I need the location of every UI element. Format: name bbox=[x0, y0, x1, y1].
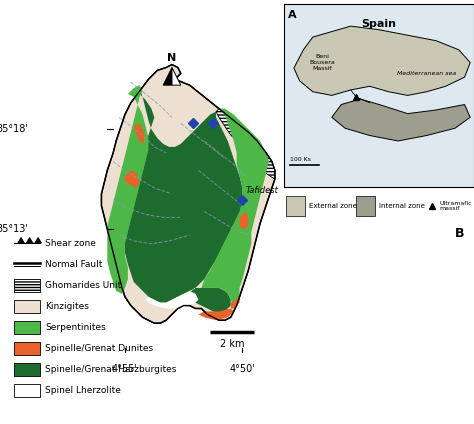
Text: Kinzigites: Kinzigites bbox=[45, 302, 89, 311]
Polygon shape bbox=[239, 212, 248, 229]
Bar bbox=[14, 363, 40, 376]
Polygon shape bbox=[125, 170, 140, 188]
Polygon shape bbox=[172, 67, 181, 85]
Text: 35°18': 35°18' bbox=[0, 124, 28, 134]
Text: Spinel Lherzolite: Spinel Lherzolite bbox=[45, 386, 121, 395]
Polygon shape bbox=[107, 85, 148, 294]
Text: External zone: External zone bbox=[309, 203, 357, 209]
Polygon shape bbox=[231, 294, 239, 309]
Polygon shape bbox=[34, 237, 42, 243]
Polygon shape bbox=[146, 291, 199, 309]
Text: Normal Fault: Normal Fault bbox=[45, 260, 102, 269]
Bar bbox=[286, 196, 305, 216]
Polygon shape bbox=[332, 99, 470, 141]
Bar bbox=[14, 279, 40, 292]
Bar bbox=[14, 321, 40, 334]
Bar bbox=[14, 384, 40, 397]
Polygon shape bbox=[26, 237, 34, 243]
Polygon shape bbox=[101, 64, 275, 323]
Bar bbox=[14, 342, 40, 355]
Text: Mediterranean sea: Mediterranean sea bbox=[397, 71, 456, 76]
Bar bbox=[356, 196, 375, 216]
Text: A: A bbox=[288, 10, 297, 20]
Text: 2 km: 2 km bbox=[220, 339, 245, 349]
Text: 4°55': 4°55' bbox=[112, 364, 138, 374]
Polygon shape bbox=[216, 109, 275, 179]
Text: Spinelle/Grenat Dunites: Spinelle/Grenat Dunites bbox=[45, 344, 153, 353]
Text: Tafidest: Tafidest bbox=[246, 187, 278, 195]
Polygon shape bbox=[294, 26, 470, 95]
Polygon shape bbox=[201, 109, 269, 306]
Text: Serpentinites: Serpentinites bbox=[45, 323, 106, 332]
Text: 4°50': 4°50' bbox=[229, 364, 255, 374]
Text: Internal zone: Internal zone bbox=[379, 203, 425, 209]
Polygon shape bbox=[163, 67, 172, 85]
Text: Spain: Spain bbox=[362, 19, 397, 29]
Polygon shape bbox=[17, 237, 25, 243]
Bar bbox=[14, 300, 40, 313]
Text: N: N bbox=[167, 53, 177, 63]
Text: Shear zone: Shear zone bbox=[45, 239, 96, 248]
Polygon shape bbox=[125, 88, 243, 314]
Text: Beni
Bousera
Massif: Beni Bousera Massif bbox=[310, 54, 335, 71]
Polygon shape bbox=[134, 123, 146, 144]
Text: 35°13': 35°13' bbox=[0, 224, 28, 234]
Polygon shape bbox=[199, 309, 234, 320]
Text: Ghomarides Unit: Ghomarides Unit bbox=[45, 281, 121, 290]
Text: Spinelle/Grenat Harzburgites: Spinelle/Grenat Harzburgites bbox=[45, 365, 176, 374]
Text: Ultramafic
massif: Ultramafic massif bbox=[440, 201, 473, 212]
Text: 100 Ks: 100 Ks bbox=[290, 157, 311, 162]
Text: B: B bbox=[455, 227, 465, 240]
